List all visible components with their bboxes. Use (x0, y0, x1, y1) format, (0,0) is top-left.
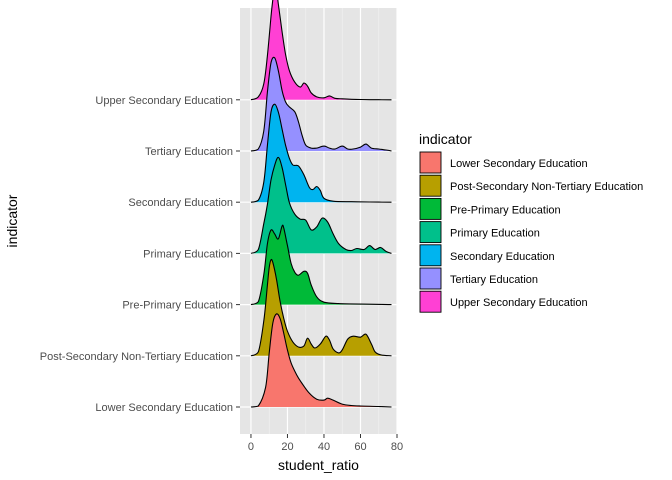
legend-key (419, 151, 442, 174)
ridge-area (251, 104, 392, 203)
ridge-area (251, 313, 392, 407)
legend-item: Upper Secondary Education (419, 290, 588, 313)
ridge-outline (250, 313, 392, 408)
legend-label: Primary Education (450, 228, 540, 240)
y-tick-label: Post-Secondary Non-Tertiary Education (40, 351, 233, 363)
ridge-outline (250, 156, 392, 254)
legend-key (419, 221, 442, 244)
ridge-tertiary-education (250, 56, 392, 152)
legend-label: Upper Secondary Education (450, 297, 588, 309)
legend-key (419, 267, 442, 290)
legend-key (419, 290, 442, 313)
ridge-area (251, 57, 392, 152)
legend: indicator Lower Secondary Education Post-… (419, 131, 643, 313)
y-tick-label: Primary Education (143, 248, 233, 260)
x-axis-ticks: 0 20 40 60 80 (248, 434, 403, 453)
legend-item: Secondary Education (419, 244, 555, 267)
legend-label: Post-Secondary Non-Tertiary Education (450, 181, 643, 193)
ridge-area (251, 259, 392, 356)
legend-item: Tertiary Education (419, 267, 538, 290)
ridge-area (251, 225, 392, 305)
y-tick-label: Lower Secondary Education (95, 402, 233, 414)
ridge-secondary-education (250, 103, 392, 203)
legend-key (419, 174, 442, 197)
panel-background (240, 8, 397, 434)
ridge-post-secondary-non-tertiary-education (250, 258, 392, 357)
density-ridges (250, 0, 392, 408)
ridge-primary-education (250, 156, 392, 254)
ridge-pre-primary-education (250, 224, 392, 306)
ridge-lower-secondary-education (250, 313, 392, 408)
ridge-area (251, 157, 392, 254)
legend-label: Pre-Primary Education (450, 204, 561, 216)
y-tick-label: Tertiary Education (145, 146, 233, 158)
x-tick-label: 80 (391, 441, 403, 453)
legend-label: Secondary Education (450, 251, 555, 263)
legend-title: indicator (419, 131, 472, 147)
ridge-outline (250, 0, 392, 101)
y-tick-label: Pre-Primary Education (122, 300, 233, 312)
y-axis-ticks: Lower Secondary Education Post-Secondary … (40, 95, 240, 414)
ridge-outline (250, 224, 392, 306)
legend-label: Lower Secondary Education (450, 158, 588, 170)
legend-label: Tertiary Education (450, 274, 538, 286)
x-tick-label: 40 (318, 441, 330, 453)
x-axis-title: student_ratio (278, 457, 359, 473)
ridge-outline (250, 56, 392, 152)
x-tick-label: 0 (248, 441, 254, 453)
legend-item: Primary Education (419, 221, 540, 244)
legend-item: Post-Secondary Non-Tertiary Education (419, 174, 643, 197)
ridge-area (251, 0, 392, 100)
legend-items: Lower Secondary Education Post-Secondary … (419, 151, 643, 313)
ridge-upper-secondary-education (250, 0, 392, 101)
legend-item: Pre-Primary Education (419, 197, 561, 220)
x-tick-label: 60 (354, 441, 366, 453)
ridge-outline (250, 103, 392, 203)
y-tick-label: Secondary Education (128, 197, 233, 209)
ridge-outline (250, 258, 392, 357)
legend-item: Lower Secondary Education (419, 151, 588, 174)
x-tick-label: 20 (281, 441, 293, 453)
legend-key (419, 197, 442, 220)
y-tick-label: Upper Secondary Education (95, 95, 233, 107)
legend-key (419, 244, 442, 267)
y-axis-title: indicator (4, 194, 20, 247)
